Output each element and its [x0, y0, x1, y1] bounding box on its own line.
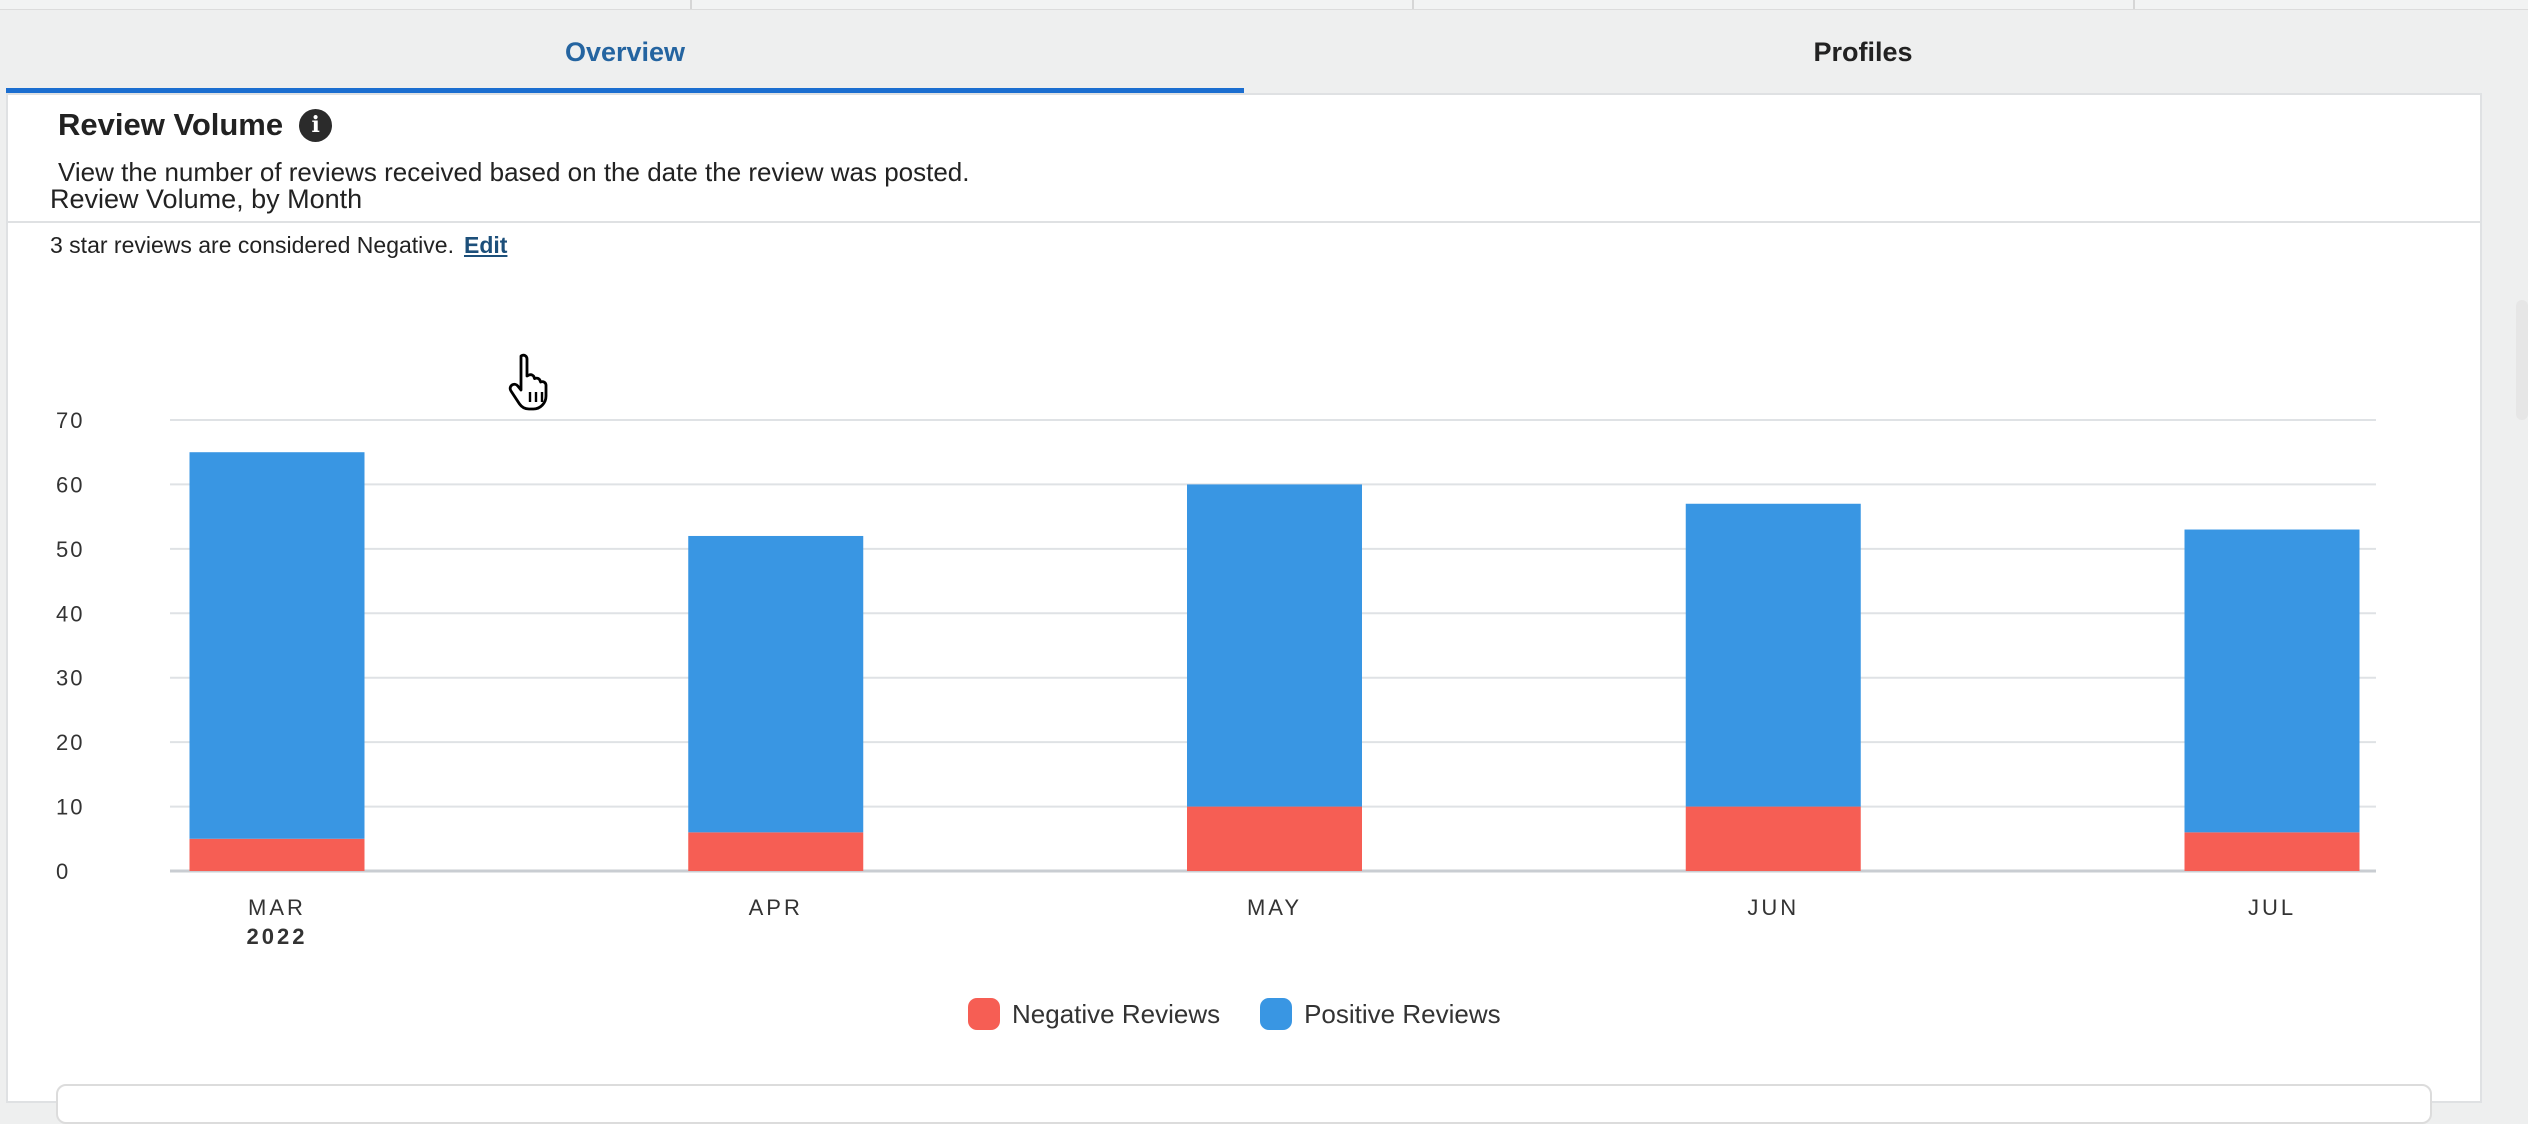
- bar-negative: [189, 838, 365, 871]
- tab-overview[interactable]: Overview: [6, 10, 1244, 94]
- review-volume-chart: 0 10 20 30 40 50 60 70 MAR 2022 APR MAY JUN JUL: [56, 408, 2376, 949]
- scrollbar[interactable]: [2516, 300, 2528, 420]
- x-year-label: 2022: [247, 924, 308, 949]
- info-icon[interactable]: i: [299, 108, 333, 142]
- x-tick-label: JUL: [2248, 895, 2296, 920]
- y-tick-label: 0: [56, 859, 70, 884]
- y-tick-label: 40: [56, 601, 84, 626]
- y-tick-label: 10: [56, 795, 84, 820]
- bar-positive: [1187, 484, 1362, 807]
- legend-item-negative[interactable]: Negative Reviews: [968, 998, 1220, 1030]
- section-description: View the number of reviews received base…: [58, 157, 970, 187]
- legend-swatch-positive: [1260, 998, 1293, 1030]
- bar-negative: [1685, 806, 1861, 871]
- title-row: Review Volume i: [58, 107, 333, 143]
- hand-pointer-cursor-icon: [508, 353, 548, 411]
- y-tick-label: 60: [56, 472, 84, 497]
- chart-legend: Negative Reviews Positive Reviews: [968, 998, 1541, 1030]
- top-divider: [2133, 0, 2135, 9]
- top-strip: [0, 0, 2528, 10]
- tab-overview-label: Overview: [564, 36, 686, 67]
- bar-negative: [688, 832, 864, 871]
- bottom-card: [56, 1084, 2432, 1124]
- section-title: Review Volume: [58, 107, 284, 142]
- edit-link[interactable]: Edit: [463, 232, 508, 258]
- bar-positive: [688, 535, 864, 833]
- x-tick-label: APR: [749, 895, 803, 920]
- y-tick-label: 70: [56, 408, 84, 433]
- top-divider: [1412, 0, 1414, 9]
- top-divider: [690, 0, 692, 9]
- bar-negative: [1187, 806, 1362, 871]
- bar-negative: [2184, 832, 2360, 871]
- x-tick-label: MAY: [1247, 895, 1302, 920]
- tab-profiles[interactable]: Profiles: [1244, 10, 2482, 94]
- panel-header: Review Volume i View the number of revie…: [8, 95, 2480, 223]
- bar-positive: [2184, 529, 2360, 833]
- chart-title: Review Volume, by Month: [50, 184, 363, 214]
- chart-note: 3 star reviews are considered Negative. …: [50, 232, 507, 259]
- y-tick-label: 50: [56, 537, 84, 562]
- x-tick-label: MAR: [248, 895, 306, 920]
- x-tick-label: JUN: [1747, 895, 1799, 920]
- legend-label-negative: Negative Reviews: [1012, 998, 1221, 1029]
- bar-positive: [189, 452, 365, 839]
- y-tick-label: 20: [56, 730, 84, 755]
- tab-profiles-label: Profiles: [1813, 36, 1913, 67]
- chart-note-text: 3 star reviews are considered Negative.: [50, 232, 454, 258]
- legend-swatch-negative: [968, 998, 1000, 1030]
- legend-label-positive: Positive Reviews: [1304, 998, 1501, 1029]
- bar-positive: [1685, 503, 1861, 807]
- legend-item-positive[interactable]: Positive Reviews: [1260, 998, 1501, 1030]
- tab-bar: Overview Profiles: [6, 10, 2482, 94]
- y-tick-label: 30: [56, 666, 84, 691]
